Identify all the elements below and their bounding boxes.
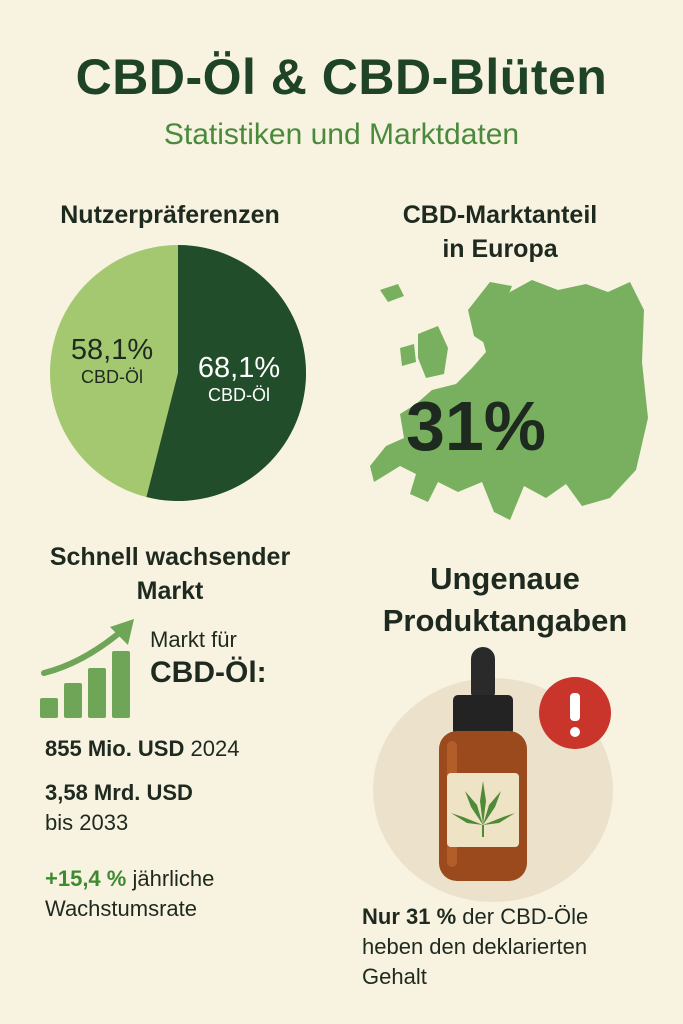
- bottle-cap: [453, 695, 513, 735]
- map-heading: CBD-Marktanteil in Europa: [350, 198, 650, 266]
- accuracy-text-3: Gehalt: [362, 964, 427, 989]
- cagr-value: +15,4 %: [45, 866, 127, 891]
- pie-dark-value: 68,1%: [197, 352, 281, 384]
- oil-bottle-illustration: [373, 647, 613, 902]
- accuracy-text: Nur 31 % der CBD-Öle heben den deklarier…: [362, 902, 672, 992]
- accuracy-heading-line1: Ungenaue: [430, 561, 580, 596]
- growth-label-line2: CBD-Öl:: [150, 656, 267, 689]
- cagr-text-2: Wachstumsrate: [45, 896, 198, 921]
- map-value: 31%: [405, 387, 547, 465]
- cannabis-leaf-icon: [451, 781, 515, 837]
- growth-label-line1: Markt für: [150, 627, 237, 652]
- map-heading-line1: CBD-Marktanteil: [402, 201, 598, 229]
- accuracy-heading-line2: Produktangaben: [382, 603, 628, 638]
- page-title: CBD-Öl & CBD-Blüten: [75, 49, 608, 105]
- pie-label-light: 58,1% CBD-Öl: [52, 334, 172, 388]
- value-2033: 3,58 Mrd. USD: [45, 780, 193, 805]
- pie-light-label: CBD-Öl: [81, 367, 143, 387]
- growth-chart-icon: [40, 619, 134, 718]
- growth-label: Markt für CBD-Öl:: [150, 626, 330, 692]
- page-subtitle: Statistiken und Marktdaten: [163, 118, 520, 151]
- year-2033: bis 2033: [45, 810, 129, 835]
- cagr-text-1: jährliche: [132, 866, 215, 891]
- accuracy-highlight: Nur 31 %: [362, 904, 457, 929]
- dropper-neck: [471, 657, 495, 697]
- accuracy-text-1: der CBD-Öle: [462, 904, 589, 929]
- pie-dark-label: CBD-Öl: [208, 385, 270, 405]
- growth-heading: Schnell wachsender Markt: [20, 540, 320, 608]
- growth-value-2024: 855 Mio. USD 2024: [45, 734, 345, 764]
- value-2024: 855 Mio. USD: [45, 736, 185, 761]
- pie-slice-dark: [146, 245, 307, 501]
- pie-chart: [50, 245, 307, 501]
- pie-label-dark: 68,1% CBD-Öl: [174, 352, 304, 406]
- growth-cagr: +15,4 % jährliche Wachstumsrate: [45, 864, 345, 924]
- growth-heading-line2: Markt: [136, 577, 204, 605]
- europe-map: [370, 280, 648, 520]
- growth-value-2033: 3,58 Mrd. USD bis 2033: [45, 778, 345, 838]
- map-heading-line2: in Europa: [442, 235, 558, 263]
- accuracy-heading: Ungenaue Produktangaben: [345, 558, 665, 642]
- growth-heading-line1: Schnell wachsender: [49, 543, 291, 571]
- alert-exclamation-dot: [570, 727, 580, 737]
- alert-exclamation-bar: [570, 693, 580, 721]
- pie-light-value: 58,1%: [70, 334, 154, 366]
- year-2024: 2024: [190, 736, 240, 761]
- pie-heading: Nutzerpräferenzen: [60, 201, 280, 229]
- accuracy-text-2: heben den deklarierten: [362, 934, 588, 959]
